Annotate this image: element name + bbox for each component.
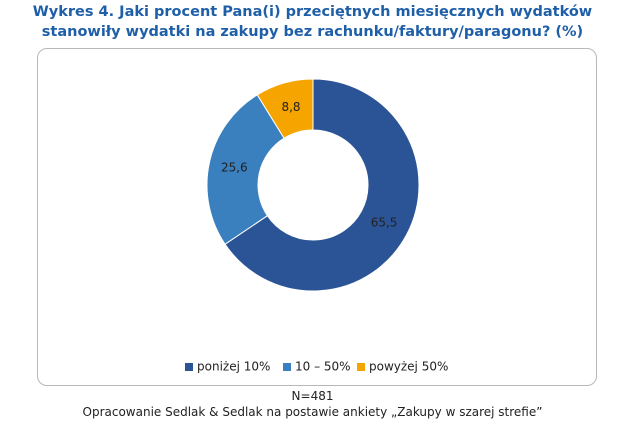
legend-label: poniżej 10% bbox=[197, 360, 270, 374]
legend-swatch bbox=[357, 363, 365, 371]
chart-title: Wykres 4. Jaki procent Pana(i) przeciętn… bbox=[32, 4, 593, 40]
donut-slice bbox=[224, 78, 420, 292]
data-label: 25,6 bbox=[221, 161, 248, 175]
data-label: 8,8 bbox=[281, 100, 300, 114]
note: N=481 bbox=[291, 389, 334, 403]
donut-slice bbox=[206, 94, 285, 245]
legend-label: 10 – 50% bbox=[295, 360, 351, 374]
chart-frame bbox=[37, 48, 597, 386]
legend-swatch bbox=[185, 363, 193, 371]
legend-label: powyżej 50% bbox=[369, 360, 448, 374]
source: Opracowanie Sedlak & Sedlak na postawie … bbox=[82, 405, 543, 419]
legend-swatch bbox=[283, 363, 291, 371]
donut-slice bbox=[256, 78, 314, 139]
data-label: 65,5 bbox=[371, 215, 398, 229]
